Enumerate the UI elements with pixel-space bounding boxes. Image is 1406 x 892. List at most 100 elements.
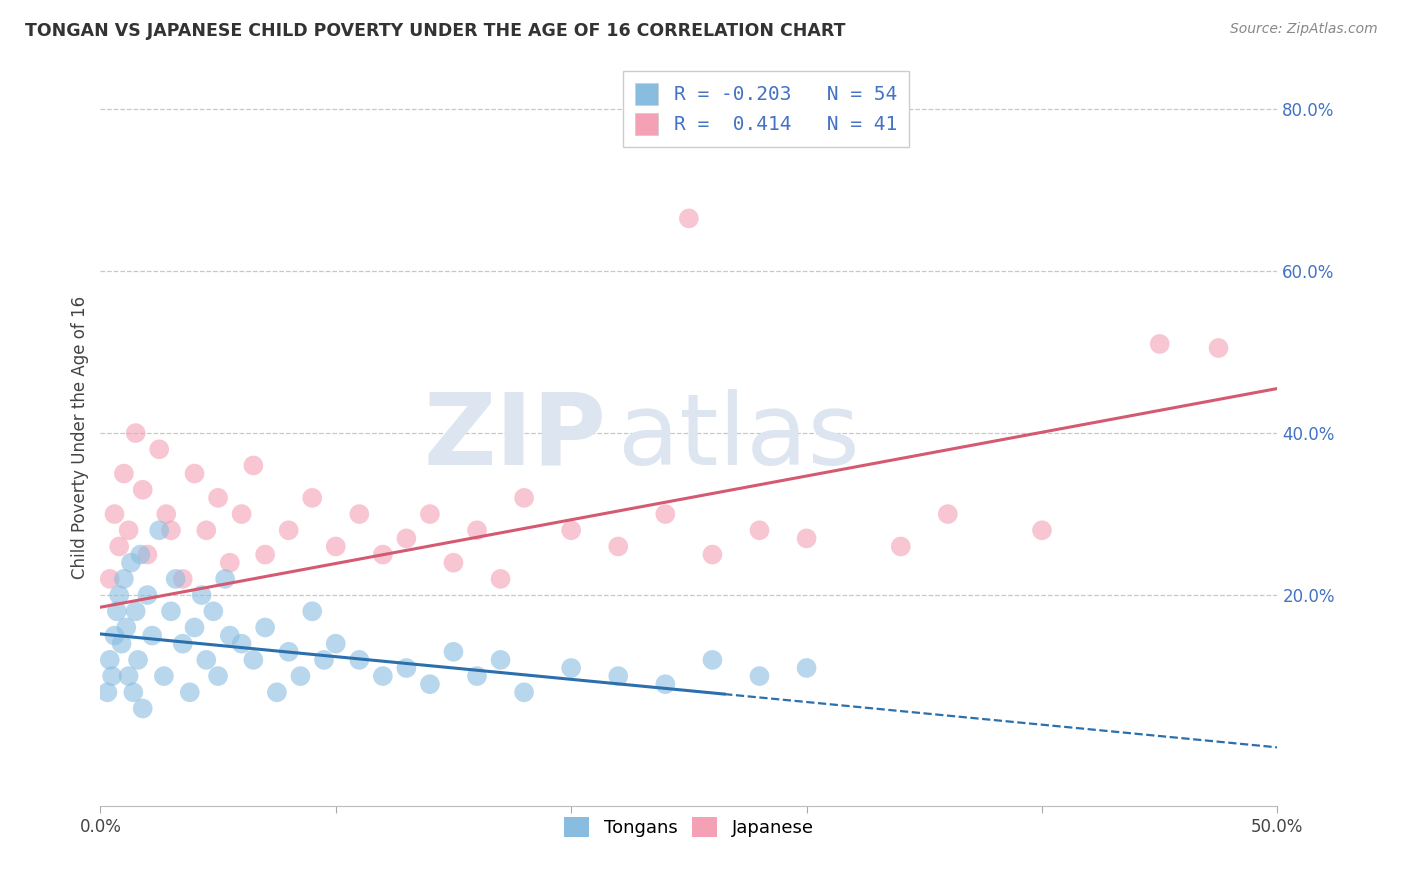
Point xyxy=(136,548,159,562)
Point xyxy=(513,491,536,505)
Point xyxy=(179,685,201,699)
Point xyxy=(103,507,125,521)
Point xyxy=(117,669,139,683)
Point xyxy=(195,653,218,667)
Legend: Tongans, Japanese: Tongans, Japanese xyxy=(557,809,821,845)
Point xyxy=(136,588,159,602)
Point xyxy=(190,588,212,602)
Point xyxy=(607,669,630,683)
Point xyxy=(560,523,582,537)
Point xyxy=(443,556,465,570)
Point xyxy=(98,572,121,586)
Point xyxy=(231,637,253,651)
Point xyxy=(242,653,264,667)
Point xyxy=(124,604,146,618)
Point xyxy=(183,620,205,634)
Point xyxy=(489,572,512,586)
Point xyxy=(117,523,139,537)
Point xyxy=(172,572,194,586)
Point xyxy=(112,467,135,481)
Point xyxy=(108,588,131,602)
Point xyxy=(207,491,229,505)
Point xyxy=(1031,523,1053,537)
Point xyxy=(103,629,125,643)
Point xyxy=(127,653,149,667)
Point xyxy=(1208,341,1230,355)
Point xyxy=(115,620,138,634)
Point xyxy=(936,507,959,521)
Point xyxy=(160,604,183,618)
Point xyxy=(371,548,394,562)
Text: ZIP: ZIP xyxy=(423,389,606,485)
Point xyxy=(419,507,441,521)
Point xyxy=(207,669,229,683)
Point xyxy=(129,548,152,562)
Point xyxy=(141,629,163,643)
Point xyxy=(277,523,299,537)
Point xyxy=(101,669,124,683)
Point xyxy=(325,637,347,651)
Point xyxy=(301,604,323,618)
Point xyxy=(165,572,187,586)
Point xyxy=(155,507,177,521)
Point xyxy=(112,572,135,586)
Point xyxy=(465,523,488,537)
Text: TONGAN VS JAPANESE CHILD POVERTY UNDER THE AGE OF 16 CORRELATION CHART: TONGAN VS JAPANESE CHILD POVERTY UNDER T… xyxy=(25,22,846,40)
Point xyxy=(132,483,155,497)
Point xyxy=(796,532,818,546)
Point xyxy=(183,467,205,481)
Point xyxy=(277,645,299,659)
Text: atlas: atlas xyxy=(619,389,860,485)
Point xyxy=(443,645,465,659)
Point xyxy=(796,661,818,675)
Point xyxy=(419,677,441,691)
Point xyxy=(132,701,155,715)
Point xyxy=(214,572,236,586)
Point xyxy=(122,685,145,699)
Y-axis label: Child Poverty Under the Age of 16: Child Poverty Under the Age of 16 xyxy=(72,295,89,579)
Point xyxy=(242,458,264,473)
Point xyxy=(105,604,128,618)
Point xyxy=(202,604,225,618)
Point xyxy=(301,491,323,505)
Point xyxy=(290,669,312,683)
Point xyxy=(654,507,676,521)
Point xyxy=(148,442,170,457)
Point xyxy=(195,523,218,537)
Point xyxy=(231,507,253,521)
Point xyxy=(560,661,582,675)
Point xyxy=(702,548,724,562)
Point xyxy=(254,620,277,634)
Point xyxy=(607,540,630,554)
Point xyxy=(96,685,118,699)
Point xyxy=(110,637,132,651)
Point xyxy=(124,425,146,440)
Point xyxy=(160,523,183,537)
Point xyxy=(748,669,770,683)
Point xyxy=(465,669,488,683)
Point xyxy=(98,653,121,667)
Point xyxy=(395,661,418,675)
Point xyxy=(312,653,335,667)
Point xyxy=(702,653,724,667)
Point xyxy=(218,556,240,570)
Point xyxy=(218,629,240,643)
Point xyxy=(748,523,770,537)
Point xyxy=(153,669,176,683)
Point xyxy=(1149,337,1171,351)
Text: Source: ZipAtlas.com: Source: ZipAtlas.com xyxy=(1230,22,1378,37)
Point xyxy=(108,540,131,554)
Point xyxy=(120,556,142,570)
Point xyxy=(654,677,676,691)
Point xyxy=(254,548,277,562)
Point xyxy=(371,669,394,683)
Point xyxy=(395,532,418,546)
Point xyxy=(266,685,288,699)
Point xyxy=(148,523,170,537)
Point xyxy=(172,637,194,651)
Point xyxy=(489,653,512,667)
Point xyxy=(349,507,371,521)
Point xyxy=(513,685,536,699)
Point xyxy=(325,540,347,554)
Point xyxy=(349,653,371,667)
